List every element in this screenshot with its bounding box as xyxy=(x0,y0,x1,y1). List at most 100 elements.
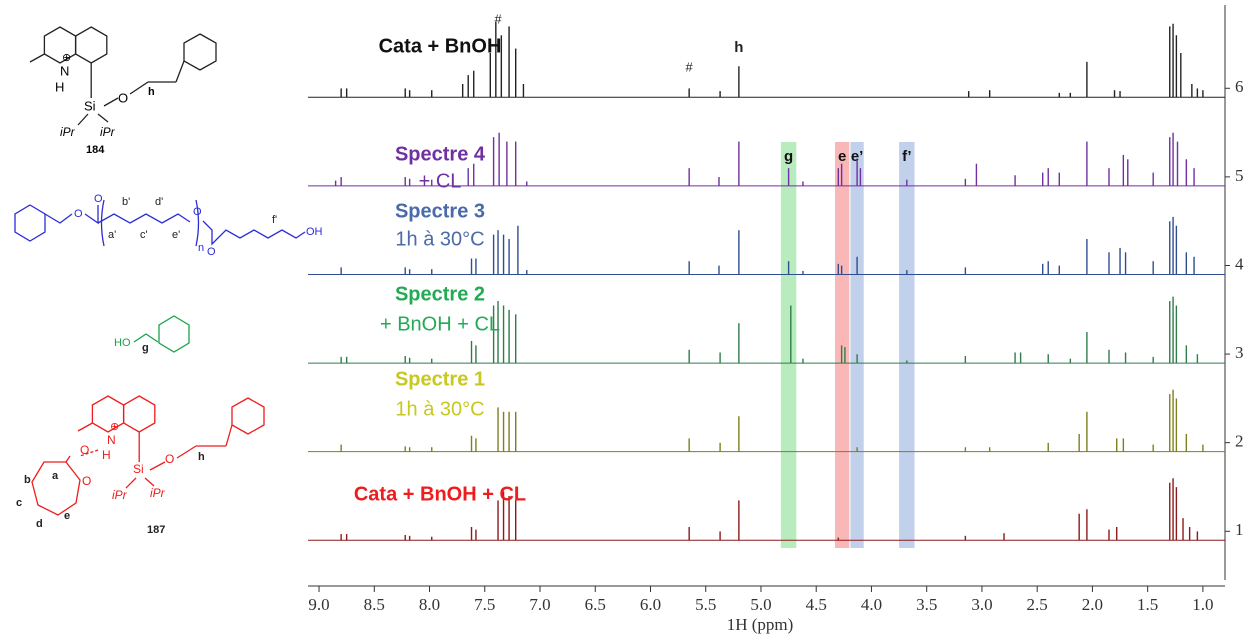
x-tick-label: 1.0 xyxy=(1192,595,1213,614)
bond xyxy=(84,205,99,225)
bond xyxy=(133,333,159,343)
label: d' xyxy=(155,196,163,208)
y-tick-label: 3 xyxy=(1235,343,1244,362)
chain xyxy=(97,213,191,224)
label: e' xyxy=(172,229,180,241)
x-tick-label: 2.5 xyxy=(1027,595,1048,614)
x-axis-title: 1H (ppm) xyxy=(727,615,794,634)
label: b xyxy=(24,474,31,486)
x-tick-label: 6.0 xyxy=(640,595,661,614)
ring xyxy=(14,204,46,242)
atom: H xyxy=(102,448,111,462)
bond xyxy=(97,113,109,123)
structure-184 xyxy=(29,26,217,126)
atom: iPr xyxy=(60,125,76,139)
label: e xyxy=(64,510,70,522)
bond xyxy=(225,424,233,447)
atom: O xyxy=(94,193,103,205)
series-label: Spectre 4 xyxy=(395,143,486,165)
bond xyxy=(144,477,155,487)
highlight-band xyxy=(899,142,915,548)
charge: ⊕ xyxy=(62,52,71,64)
ring xyxy=(183,33,217,71)
ring xyxy=(231,397,265,435)
atom: O xyxy=(193,206,202,218)
y-tick-label: 1 xyxy=(1235,520,1244,539)
label: g xyxy=(142,342,149,354)
label: d xyxy=(36,518,43,530)
charge: ⊕ xyxy=(110,421,119,433)
structure-bnoh xyxy=(133,315,190,353)
atom: O xyxy=(74,208,83,220)
highlight-band xyxy=(834,142,850,548)
compound-number: 184 xyxy=(86,144,105,156)
series-label: Cata + BnOH + CL xyxy=(354,483,526,505)
x-tick-label: 6.5 xyxy=(585,595,606,614)
highlight-label: f’ xyxy=(902,148,911,165)
bond xyxy=(149,461,166,471)
bond xyxy=(175,60,185,83)
ring xyxy=(31,461,81,516)
chain xyxy=(202,220,306,246)
label: h xyxy=(198,451,205,463)
highlight-label: g xyxy=(784,148,793,165)
bond xyxy=(29,53,45,63)
bond xyxy=(77,113,89,126)
label: c' xyxy=(140,229,148,241)
label: c xyxy=(16,497,22,509)
atom: O xyxy=(82,474,91,488)
series-label: Spectre 3 xyxy=(395,200,485,222)
spectrum xyxy=(308,132,1225,187)
ring xyxy=(158,315,190,353)
x-tick-label: 2.0 xyxy=(1082,595,1103,614)
x-tick-label: 7.0 xyxy=(529,595,550,614)
atom: HO xyxy=(114,337,131,349)
series-label: Spectre 2 xyxy=(395,283,485,305)
series-label: 1h à 30°C xyxy=(395,228,484,250)
x-tick-label: 5.5 xyxy=(695,595,716,614)
highlight-label: e xyxy=(838,148,846,165)
label: n xyxy=(198,242,204,254)
x-tick-label: 4.0 xyxy=(861,595,882,614)
series-label: Cata + BnOH xyxy=(379,35,502,57)
compound-number: 187 xyxy=(147,524,165,536)
x-tick-label: 9.0 xyxy=(308,595,329,614)
atom: Si xyxy=(84,98,96,113)
atom: H xyxy=(55,79,64,94)
spectrum xyxy=(308,216,1225,275)
bond xyxy=(77,422,93,432)
x-tick-label: 5.0 xyxy=(750,595,771,614)
highlight-band xyxy=(780,142,797,548)
bond xyxy=(125,477,137,489)
atom: iPr xyxy=(100,125,116,139)
atom: O xyxy=(207,246,216,258)
spectrum xyxy=(308,296,1225,364)
bracket xyxy=(100,199,105,247)
label: a xyxy=(52,470,59,482)
highlight-band xyxy=(850,142,864,548)
y-tick-label: 6 xyxy=(1235,77,1244,96)
h-bond xyxy=(79,449,99,457)
atom: O xyxy=(118,90,128,105)
y-tick-label: 4 xyxy=(1235,254,1244,273)
ring xyxy=(122,395,156,433)
x-tick-label: 1.5 xyxy=(1137,595,1158,614)
annotation: # xyxy=(494,11,502,26)
bond xyxy=(129,81,149,95)
x-tick-label: 4.5 xyxy=(806,595,827,614)
atom: iPr xyxy=(112,488,128,502)
atom: iPr xyxy=(150,486,166,500)
bond xyxy=(176,445,197,459)
x-tick-label: 8.0 xyxy=(419,595,440,614)
structure-187 xyxy=(31,395,265,516)
x-tick-label: 7.5 xyxy=(474,595,495,614)
annotation: # xyxy=(686,59,694,74)
atom: OH xyxy=(306,226,323,238)
spectrum xyxy=(308,389,1225,453)
label: f' xyxy=(272,214,277,226)
x-tick-label: 3.0 xyxy=(971,595,992,614)
x-tick-label: 3.5 xyxy=(916,595,937,614)
atom: N xyxy=(60,63,69,78)
x-tick-label: 8.5 xyxy=(364,595,385,614)
